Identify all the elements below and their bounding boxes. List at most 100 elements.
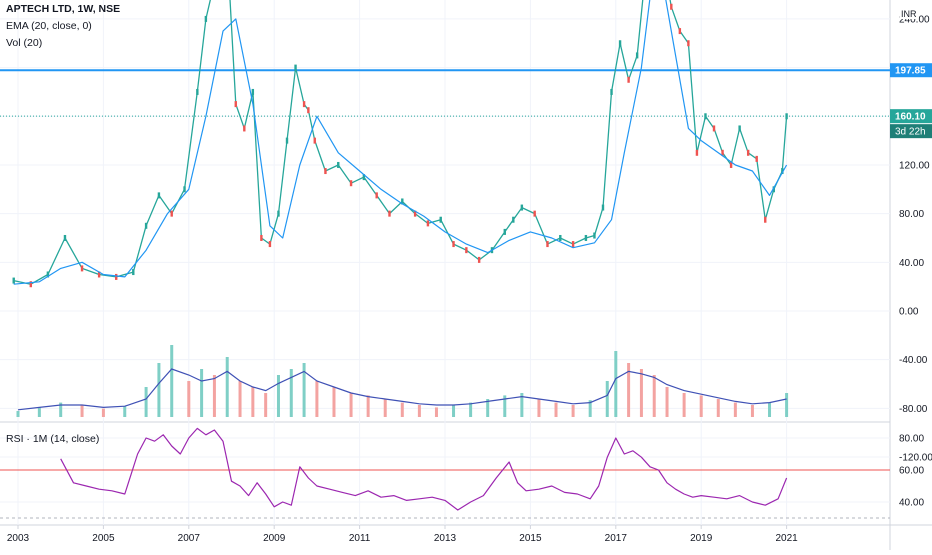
currency-label: INR bbox=[900, 9, 918, 19]
price-candle bbox=[307, 107, 310, 114]
countdown-tag bbox=[890, 124, 932, 139]
price-tick-label: 0.00 bbox=[899, 307, 919, 318]
axis-labels: 400.00360.00320.00280.00240.00200.00160.… bbox=[7, 14, 932, 544]
price-candle bbox=[704, 113, 707, 120]
price-candle bbox=[12, 277, 15, 284]
price-candle bbox=[413, 210, 417, 217]
price-candle bbox=[785, 113, 788, 120]
price-candle bbox=[520, 204, 524, 211]
price-candle bbox=[512, 216, 515, 223]
price-candle bbox=[132, 269, 135, 276]
level-lines bbox=[0, 69, 890, 117]
price-candle bbox=[401, 198, 404, 205]
price-candle bbox=[426, 220, 430, 227]
volume-bar bbox=[349, 393, 353, 417]
volume-bar bbox=[101, 408, 105, 417]
price-candle bbox=[204, 15, 208, 22]
price-candle bbox=[234, 101, 237, 108]
price-candle bbox=[277, 210, 280, 217]
price-candle bbox=[80, 265, 84, 272]
price-candle bbox=[712, 125, 716, 132]
price-candle bbox=[687, 40, 690, 47]
price-candle bbox=[46, 271, 50, 278]
price-candle bbox=[738, 125, 741, 132]
volume-bar bbox=[614, 351, 618, 417]
volume-bar bbox=[768, 402, 772, 417]
price-candle bbox=[302, 101, 306, 108]
time-tick-label: 2011 bbox=[349, 533, 371, 544]
price-tick-label: 40.00 bbox=[899, 258, 924, 269]
volume-bar bbox=[80, 405, 84, 417]
price-candle bbox=[764, 216, 767, 223]
price-candle bbox=[584, 234, 588, 241]
volume-bar bbox=[750, 405, 754, 417]
volume-bar bbox=[588, 400, 592, 417]
price-candle bbox=[29, 281, 33, 288]
volume-bar bbox=[251, 387, 255, 417]
price-tick-label: -80.00 bbox=[899, 404, 928, 415]
price-candle bbox=[772, 186, 775, 193]
volume-bar bbox=[400, 402, 404, 417]
time-tick-label: 2007 bbox=[178, 533, 201, 544]
price-candle bbox=[465, 247, 468, 254]
volume-bar bbox=[699, 395, 703, 417]
level-price-label: 197.85 bbox=[895, 66, 926, 77]
rsi-tick-label: 40.00 bbox=[899, 498, 924, 509]
price-candle bbox=[503, 228, 506, 235]
rsi-tick-label: 80.00 bbox=[899, 434, 924, 445]
price-candle bbox=[294, 64, 297, 71]
volume-bar bbox=[554, 402, 558, 417]
volume-bar bbox=[366, 395, 370, 417]
time-tick-label: 2017 bbox=[605, 533, 628, 544]
price-candle bbox=[97, 271, 101, 278]
price-tick-label: -120.00 bbox=[899, 453, 932, 464]
rsi-legend[interactable]: RSI · 1M (14, close) bbox=[6, 433, 100, 445]
time-tick-label: 2009 bbox=[263, 533, 286, 544]
volume-bar bbox=[639, 369, 643, 417]
price-candle bbox=[670, 3, 673, 10]
price-candle bbox=[477, 256, 481, 263]
price-candle bbox=[452, 241, 455, 248]
volume-bar bbox=[520, 393, 524, 417]
price-candle bbox=[183, 186, 186, 193]
price-tick-label: -40.00 bbox=[899, 355, 928, 366]
volume-bar bbox=[37, 407, 41, 417]
volume-bar bbox=[59, 402, 63, 417]
volume-bar bbox=[434, 407, 438, 417]
volume-bar bbox=[315, 381, 319, 417]
price-series bbox=[12, 0, 788, 288]
volume-bar bbox=[302, 363, 306, 417]
price-candle bbox=[63, 234, 67, 241]
symbol-title[interactable]: APTECH LTD, 1W, NSE bbox=[6, 3, 121, 15]
volume-bar bbox=[225, 357, 229, 417]
price-candle bbox=[144, 222, 148, 229]
volume-bar bbox=[571, 405, 575, 417]
volume-bar bbox=[264, 393, 268, 417]
rsi-tick-label: 60.00 bbox=[899, 466, 924, 477]
volume-bar bbox=[785, 393, 789, 417]
price-candle bbox=[729, 161, 733, 168]
volume-legend[interactable]: Vol (20) bbox=[6, 37, 43, 49]
volume-bar bbox=[452, 405, 456, 417]
time-tick-label: 2013 bbox=[434, 533, 457, 544]
price-candle bbox=[601, 204, 605, 211]
volume-bar bbox=[605, 381, 609, 417]
price-candle bbox=[618, 40, 622, 47]
time-tick-label: 2019 bbox=[690, 533, 713, 544]
volume-bar bbox=[187, 381, 191, 417]
price-candle bbox=[781, 168, 784, 175]
price-candle bbox=[388, 210, 391, 217]
price-candle bbox=[268, 241, 272, 248]
volume-bar bbox=[200, 369, 204, 417]
volume-bar bbox=[627, 363, 631, 417]
price-candle bbox=[571, 241, 575, 248]
price-candle bbox=[324, 168, 327, 175]
price-candle bbox=[593, 232, 596, 239]
volume-bar bbox=[469, 402, 473, 417]
ema-legend[interactable]: EMA (20, close, 0) bbox=[6, 20, 92, 32]
price-candle bbox=[170, 210, 173, 217]
price-candle bbox=[251, 88, 255, 95]
volume-bar bbox=[144, 387, 148, 417]
